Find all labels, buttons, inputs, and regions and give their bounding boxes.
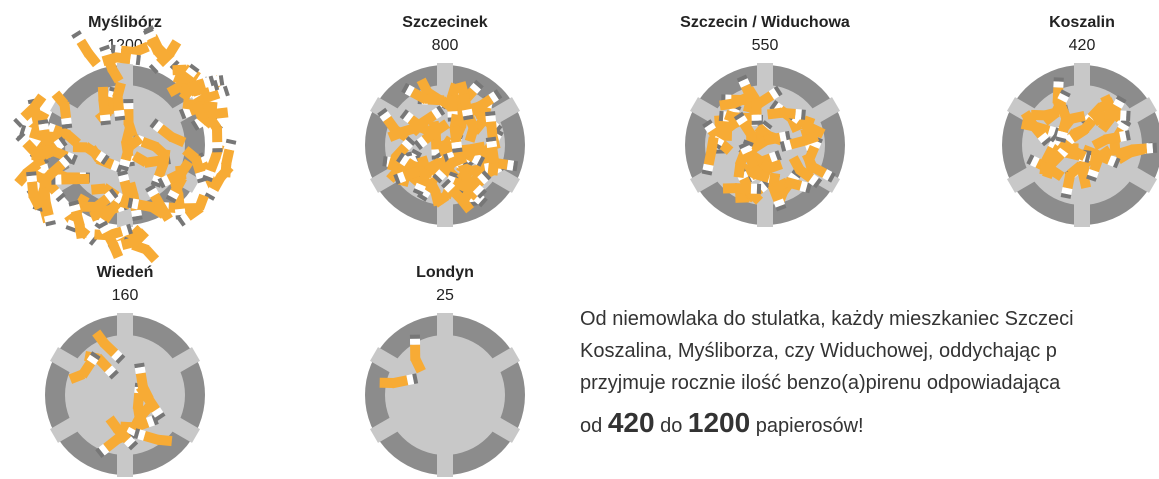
cigarette-paper (1147, 143, 1154, 153)
cigarette-paper (61, 118, 72, 125)
cigarette-paper (1120, 110, 1126, 120)
city-name: Londyn (416, 264, 474, 281)
filter-disc (45, 313, 205, 477)
cigarette-paper (485, 115, 496, 122)
cigarette-paper (751, 184, 757, 194)
disc-notch (437, 453, 453, 477)
cigarette-ash (212, 148, 222, 152)
cigarette-paper (130, 54, 137, 65)
disc-notch (437, 313, 453, 337)
cigarette-body (212, 126, 222, 142)
cigarette-body (410, 345, 420, 361)
range-word: od (580, 415, 602, 437)
cigarette-paper (26, 175, 37, 182)
disc-notch (437, 203, 453, 227)
cigarette-paper (752, 115, 762, 121)
cigarette-body (1131, 143, 1148, 154)
city-value: 420 (1069, 37, 1096, 54)
range-from: 420 (608, 407, 655, 438)
disc-notch (757, 203, 773, 227)
disc-notch (437, 63, 453, 87)
cigarette-body (779, 108, 796, 119)
cigarette-paper (451, 142, 462, 149)
cigarette-ash (1153, 143, 1158, 153)
cigarette (69, 29, 103, 67)
cigarette-body (447, 95, 458, 111)
disc-notch (117, 453, 133, 477)
cigarette-paper (212, 142, 222, 148)
paragraph-line: Od niemowlaka do stulatka, każdy mieszka… (580, 308, 1074, 330)
cigarette-body (486, 121, 498, 138)
city-value: 160 (112, 287, 139, 304)
disc-notch (1074, 63, 1090, 87)
range-unit: papierosów! (756, 415, 864, 437)
cigarette-ash (1126, 111, 1131, 121)
cigarette-body (27, 181, 38, 198)
range-line: od 420 do 1200 papierosów! (580, 407, 864, 438)
cigarette-body (61, 174, 77, 184)
range-word: do (660, 415, 682, 437)
city-value: 800 (432, 37, 459, 54)
cigarette-paper (795, 109, 802, 119)
city-value: 550 (752, 37, 779, 54)
city-name: Szczecinek (402, 14, 487, 31)
city-value: 25 (436, 287, 454, 304)
cigarette-body (123, 109, 133, 125)
disc-notch (757, 63, 773, 87)
cigarette (51, 174, 89, 185)
cigarette-body (114, 52, 131, 64)
cigarette-body (1104, 110, 1120, 121)
cigarette-ash (757, 184, 761, 194)
cigarette (723, 182, 762, 194)
cigarette-body (735, 183, 751, 194)
cigarette-paper (410, 339, 420, 345)
cigarette-ash (752, 121, 762, 125)
range-to: 1200 (688, 407, 750, 438)
cigarette-paper (123, 103, 133, 109)
disc-notch (1074, 203, 1090, 227)
city-name: Szczecin / Widuchowa (680, 14, 850, 31)
cigarette-body (98, 98, 110, 115)
cigarette (220, 138, 236, 177)
disc-inner (385, 335, 505, 455)
disc-notch (117, 313, 133, 337)
cigarette-paper (100, 114, 111, 121)
cigarette-paper (1053, 81, 1063, 87)
cigarette-ash (410, 335, 420, 339)
cigarette-body (112, 94, 124, 111)
cigarette-ash (1054, 77, 1064, 81)
cigarette-paper (114, 110, 125, 117)
filter-disc (365, 313, 525, 477)
cigarette-body (221, 148, 234, 166)
cigarette-body (751, 99, 761, 115)
cigarette-body (449, 126, 461, 143)
paragraph-line: Koszalina, Myśliborza, czy Widuchowej, o… (580, 340, 1057, 362)
paragraph-line: przyjmuje rocznie ilość benzo(a)pirenu o… (580, 372, 1061, 394)
city-name: Wiedeń (97, 264, 154, 281)
infographic: Od niemowlaka do stulatka, każdy mieszka… (0, 0, 1159, 479)
cigarette-body (59, 102, 71, 119)
cigarette-body (206, 154, 221, 173)
city-name: Koszalin (1049, 14, 1115, 31)
cigarette-ash (123, 99, 133, 103)
